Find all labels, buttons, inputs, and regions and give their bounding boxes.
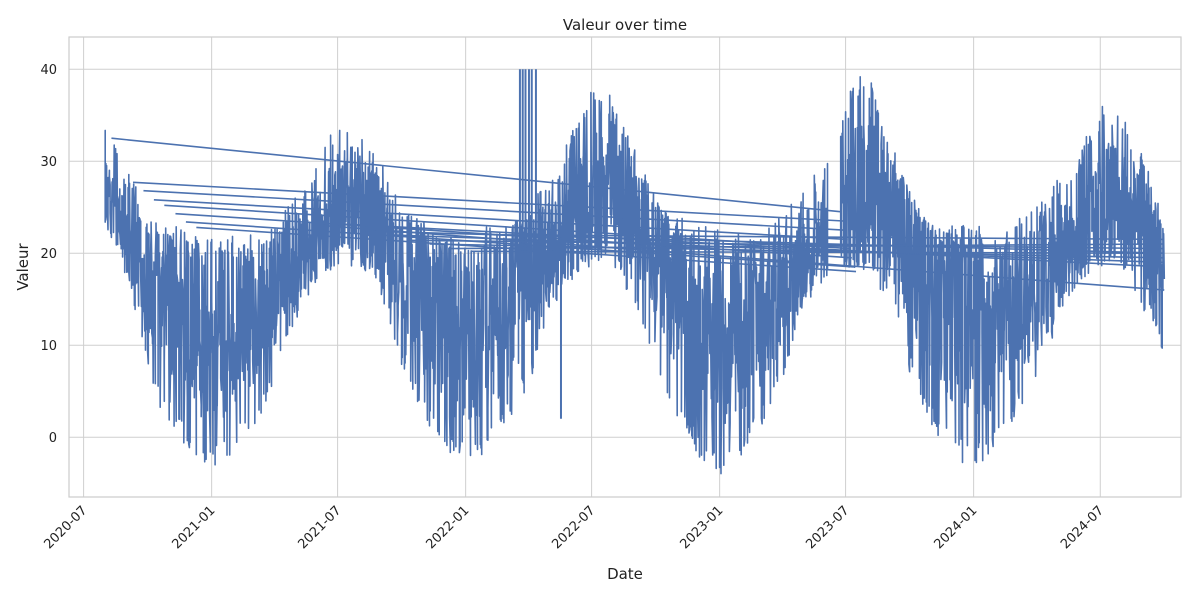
x-axis-label: Date [607,565,643,583]
x-tick-label: 2021-01 [169,503,218,552]
y-tick-label: 0 [49,431,57,446]
x-tick-label: 2021-07 [295,503,344,552]
connector-segment [143,189,846,231]
connector-segment [407,239,1165,250]
x-ticks: 2020-07 2021-01 2021-07 2022-01 2022-07 2023-… [41,503,1107,552]
x-tick-label: 2022-07 [549,503,598,552]
series-line [104,69,1166,475]
y-tick-label: 10 [40,339,57,354]
y-tick-label: 40 [40,63,57,78]
connector-segment [337,222,1165,268]
x-tick-label: 2023-01 [677,503,726,552]
connector-segment [471,250,1165,254]
x-tick-label: 2022-01 [423,503,472,552]
connector-segment [185,221,854,268]
connector-segment [493,234,1165,241]
connector-segment [386,234,1165,264]
chart-title: Valeur over time [563,16,687,34]
x-tick-label: 2024-01 [931,503,980,552]
y-tick-label: 20 [40,247,57,262]
connector-segment [322,224,1165,291]
y-axis-label: Valeur [14,242,32,290]
y-ticks: 0 10 20 30 40 [40,63,57,446]
connector-segment [429,243,1165,259]
series-line-path [104,76,1166,475]
connector-segment [450,243,1165,250]
connector-segment [196,226,857,273]
plot-frame [68,36,1182,498]
connector-segment [111,137,842,213]
x-tick-label: 2020-07 [41,503,90,552]
y-tick-label: 30 [40,155,57,170]
connector-segment [132,181,844,222]
connector-segment [153,199,848,241]
x-tick-label: 2024-07 [1058,503,1107,552]
x-tick-label: 2023-07 [803,503,852,552]
